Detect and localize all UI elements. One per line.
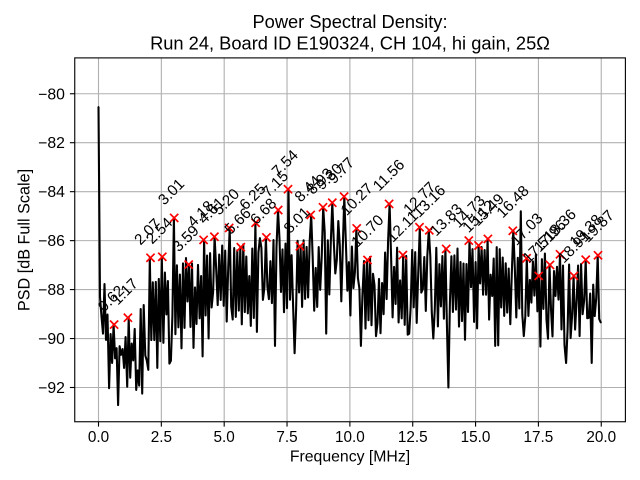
svg-text:PSD [dB Full Scale]: PSD [dB Full Scale] (16, 169, 34, 311)
svg-text:Run 24, Board ID E190324, CH 1: Run 24, Board ID E190324, CH 104, hi gai… (150, 33, 550, 54)
svg-text:5.0: 5.0 (214, 429, 235, 446)
svg-text:20.0: 20.0 (586, 429, 616, 446)
svg-text:15.0: 15.0 (461, 429, 491, 446)
svg-text:17.5: 17.5 (524, 429, 554, 446)
svg-text:−92: −92 (38, 380, 65, 397)
svg-text:10.0: 10.0 (335, 429, 365, 446)
svg-text:2.5: 2.5 (151, 429, 172, 446)
svg-text:−90: −90 (38, 331, 65, 348)
svg-text:Frequency [MHz]: Frequency [MHz] (290, 449, 410, 466)
svg-text:Power Spectral Density:: Power Spectral Density: (252, 11, 447, 32)
svg-text:−84: −84 (38, 184, 65, 201)
svg-text:12.5: 12.5 (398, 429, 428, 446)
svg-text:−82: −82 (38, 135, 65, 152)
svg-text:7.5: 7.5 (276, 429, 297, 446)
svg-text:−88: −88 (38, 282, 65, 299)
svg-text:0.0: 0.0 (88, 429, 109, 446)
svg-text:−80: −80 (38, 86, 65, 103)
svg-text:−86: −86 (38, 233, 65, 250)
